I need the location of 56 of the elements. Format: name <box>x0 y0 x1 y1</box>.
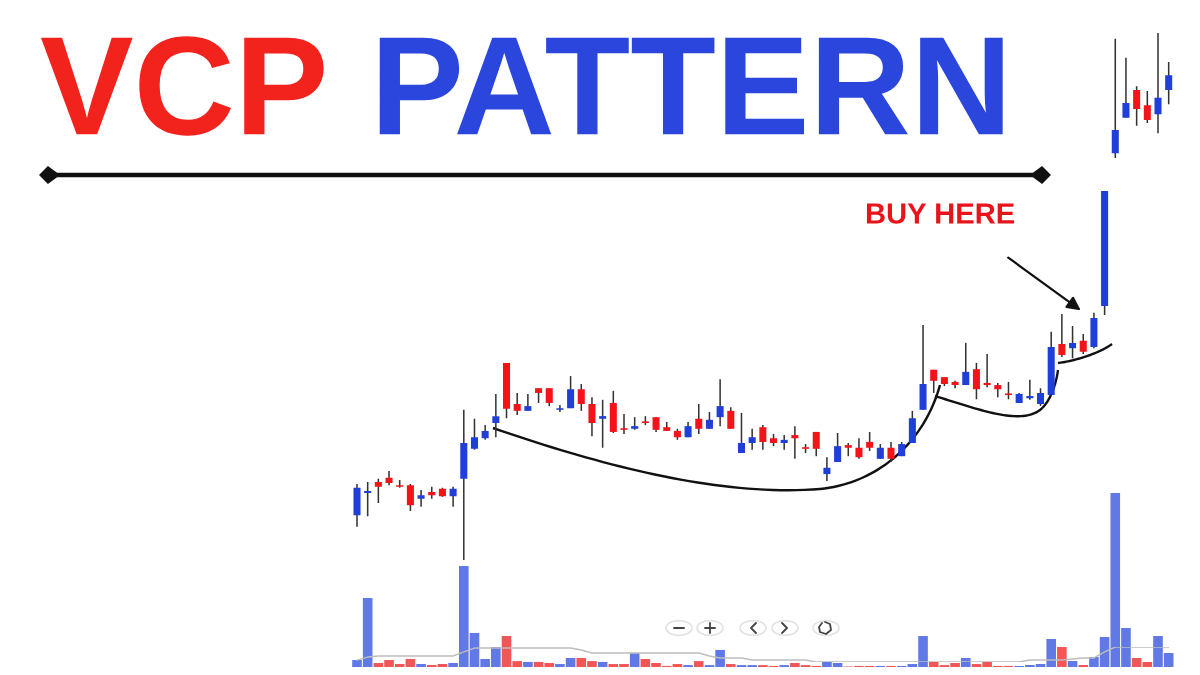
candlestick <box>983 353 991 388</box>
candlestick <box>791 425 799 460</box>
candlestick <box>567 375 575 409</box>
candlestick <box>823 456 831 482</box>
candlestick <box>428 485 436 500</box>
bar <box>725 664 736 667</box>
candlestick <box>962 342 970 386</box>
candlestick <box>727 406 735 430</box>
candlestick <box>855 437 863 460</box>
candlestick <box>1133 85 1141 127</box>
candlestick <box>748 428 756 451</box>
bar <box>1142 661 1153 667</box>
candlestick <box>470 417 478 451</box>
bar <box>523 661 533 667</box>
candlestick <box>695 403 703 435</box>
candlestick <box>1058 313 1066 358</box>
candlestick <box>1122 57 1130 119</box>
bar <box>693 661 704 667</box>
candlestick <box>737 412 745 454</box>
candlestick <box>780 434 788 451</box>
bar <box>1131 657 1142 667</box>
candlestick <box>620 413 628 435</box>
chart-title: VCP PATTERN <box>40 36 1003 136</box>
candlestick <box>1079 333 1087 355</box>
candlestick <box>364 481 372 518</box>
candlestick <box>866 431 874 452</box>
annotation: BUY HERE <box>866 203 1015 224</box>
bar <box>1057 646 1067 667</box>
candlestick <box>1143 90 1151 124</box>
candlestick <box>887 441 895 463</box>
candlestick <box>577 383 585 412</box>
bar <box>960 657 971 667</box>
candlestick <box>492 393 500 438</box>
candlestick <box>1111 38 1119 159</box>
candlestick <box>556 404 564 413</box>
candlestick <box>994 382 1002 398</box>
candlestick <box>1026 379 1034 401</box>
candlestick <box>406 483 414 512</box>
candlestick <box>1165 61 1173 105</box>
candlestick <box>417 489 425 508</box>
candlestick <box>812 431 820 457</box>
bar <box>597 661 608 667</box>
candlestick <box>972 362 980 401</box>
candlestick <box>513 392 521 416</box>
candlestick <box>834 432 842 463</box>
candlestick <box>599 399 607 449</box>
bar <box>1067 661 1078 667</box>
candlestick <box>524 393 532 412</box>
candlestick <box>374 478 382 504</box>
candlestick <box>1069 325 1077 359</box>
candlestick <box>588 396 596 437</box>
bar <box>416 664 426 667</box>
candlestick <box>759 424 767 451</box>
candlestick <box>716 378 724 427</box>
candlestick <box>449 485 457 508</box>
candlestick <box>1154 33 1162 134</box>
